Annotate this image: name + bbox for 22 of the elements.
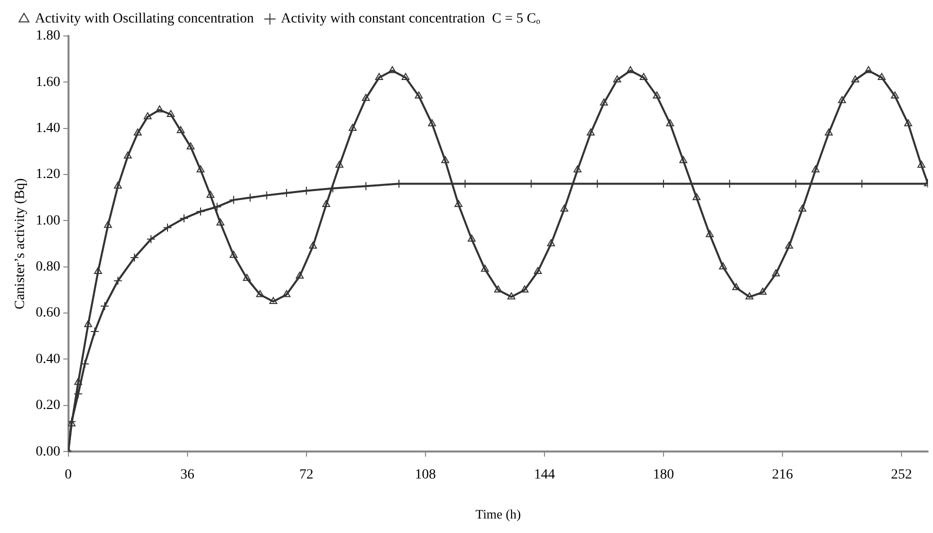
y-axis-title: Canister’s activity (Bq) xyxy=(13,178,28,310)
y-tick-label: 1.20 xyxy=(36,167,60,182)
y-tick-label: 0.60 xyxy=(36,306,60,321)
y-tick-label: 0.20 xyxy=(36,398,60,414)
y-tick-label: 1.40 xyxy=(36,121,60,136)
y-tick-label: 0.40 xyxy=(36,352,60,367)
y-tick-label: 0.80 xyxy=(36,260,60,275)
legend-label: Activity with constant concentration C = 5 Cₒ xyxy=(280,12,540,27)
x-tick-label: 252 xyxy=(891,468,912,483)
x-tick-label: 180 xyxy=(652,468,674,483)
y-tick-label: 1.60 xyxy=(36,74,60,90)
legend-label: Activity with Oscillating concentration xyxy=(35,12,254,27)
x-tick-label: 0 xyxy=(64,468,72,483)
y-tick-label: 1.00 xyxy=(36,213,60,228)
x-tick-label: 144 xyxy=(534,468,555,483)
x-tick-label: 216 xyxy=(772,468,794,483)
x-tick-label: 108 xyxy=(414,468,436,483)
x-tick-label: 36 xyxy=(180,468,194,483)
y-tick-label: 0.00 xyxy=(36,444,60,460)
y-tick-label: 1.80 xyxy=(36,28,60,44)
x-axis-title: Time (h) xyxy=(475,506,521,522)
x-tick-label: 72 xyxy=(299,468,314,483)
